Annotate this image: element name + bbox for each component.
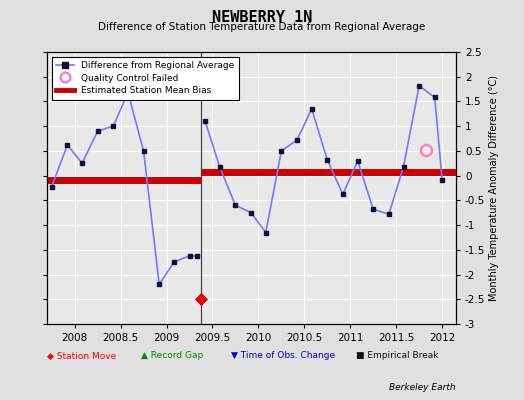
Difference from Regional Average <box>64 142 71 147</box>
Difference from Regional Average <box>187 253 193 258</box>
Difference from Regional Average <box>156 282 162 287</box>
Line: Difference from Regional Average: Difference from Regional Average <box>49 90 199 287</box>
Text: ■ Empirical Break: ■ Empirical Break <box>356 352 439 360</box>
Difference from Regional Average <box>171 260 177 264</box>
Y-axis label: Monthly Temperature Anomaly Difference (°C): Monthly Temperature Anomaly Difference (… <box>489 75 499 301</box>
Text: ◆ Station Move: ◆ Station Move <box>47 352 116 360</box>
Difference from Regional Average <box>94 129 101 134</box>
Legend: Difference from Regional Average, Quality Control Failed, Estimated Station Mean: Difference from Regional Average, Qualit… <box>52 56 239 100</box>
Difference from Regional Average <box>194 254 200 259</box>
Difference from Regional Average <box>140 148 147 153</box>
Text: ▲ Record Gap: ▲ Record Gap <box>141 352 204 360</box>
Text: ▼ Time of Obs. Change: ▼ Time of Obs. Change <box>231 352 335 360</box>
Difference from Regional Average <box>79 161 85 166</box>
Difference from Regional Average <box>110 124 116 128</box>
Text: Berkeley Earth: Berkeley Earth <box>389 383 456 392</box>
Difference from Regional Average <box>49 184 55 189</box>
Text: NEWBERRY 1N: NEWBERRY 1N <box>212 10 312 25</box>
Text: Difference of Station Temperature Data from Regional Average: Difference of Station Temperature Data f… <box>99 22 425 32</box>
Difference from Regional Average <box>125 90 131 95</box>
